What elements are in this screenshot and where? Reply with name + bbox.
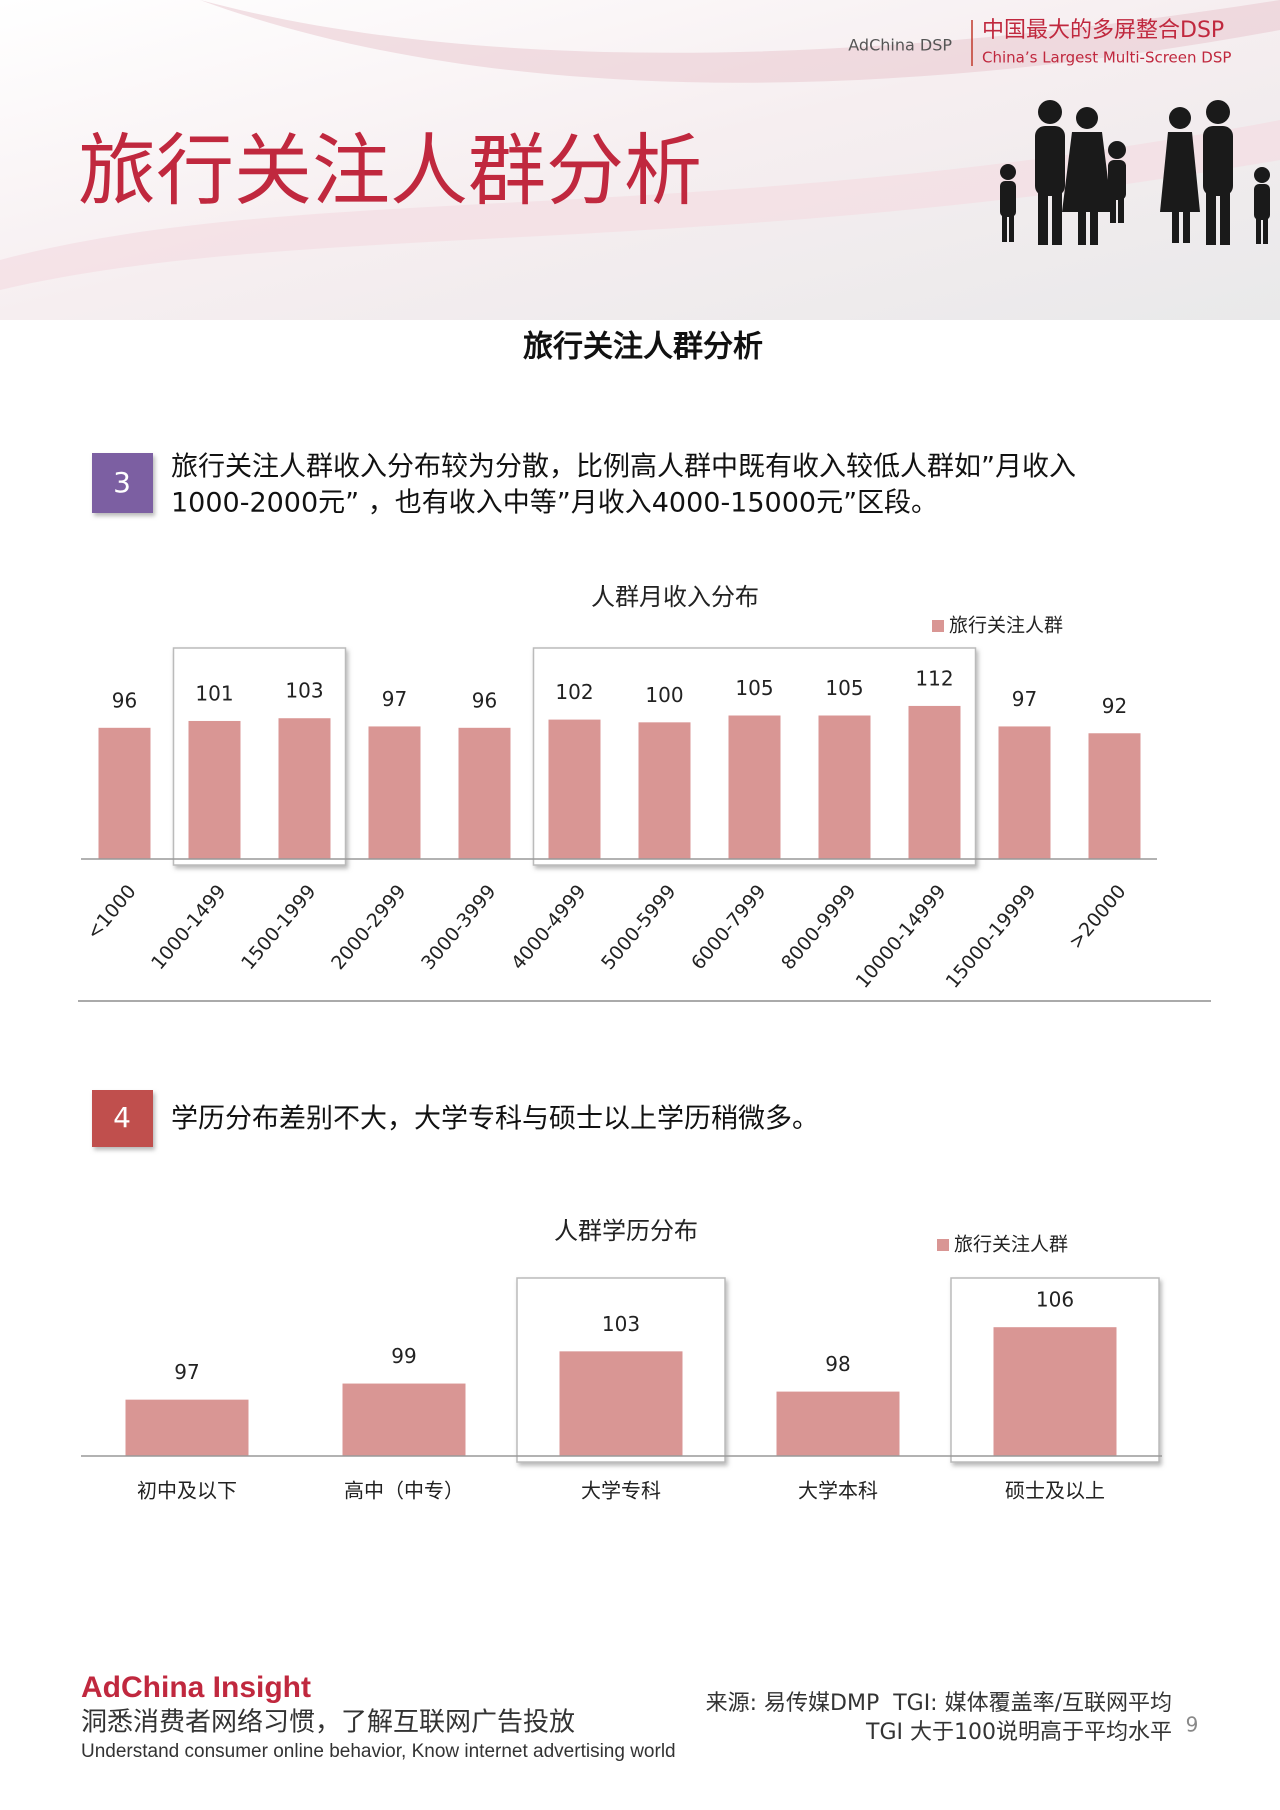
x-tick-label: 6000-7999 — [687, 881, 770, 974]
value-label: 105 — [825, 676, 863, 700]
bar — [818, 715, 871, 859]
x-tick-label: >20000 — [1065, 881, 1131, 954]
page-number: 9 — [1186, 1713, 1199, 1737]
x-tick-label: 1500-1999 — [237, 881, 320, 974]
header-brand: AdChina DSP — [848, 36, 952, 55]
value-label: 103 — [285, 679, 323, 703]
x-tick-label: 5000-5999 — [597, 881, 680, 974]
chart-title: 人群学历分布 — [554, 1217, 698, 1245]
footer-slogan-en: Understand consumer online behavior, Kno… — [81, 1741, 676, 1762]
x-tick-label: 10000-14999 — [852, 881, 951, 993]
x-tick-label: 15000-19999 — [942, 881, 1041, 993]
value-label: 100 — [645, 683, 683, 707]
x-tick-label: 大学本科 — [798, 1479, 878, 1503]
page-title: 旅行关注人群分析 — [78, 126, 702, 216]
bar — [638, 722, 691, 859]
bar — [368, 726, 421, 859]
chart-title: 人群月收入分布 — [591, 583, 759, 611]
legend-label: 旅行关注人群 — [949, 615, 1063, 637]
bar — [776, 1391, 900, 1456]
value-label: 106 — [1036, 1288, 1074, 1312]
value-label: 103 — [602, 1312, 640, 1336]
footer-brand: AdChina Insight — [81, 1671, 311, 1704]
bar — [559, 1351, 683, 1456]
x-tick-label: 高中（中专） — [344, 1479, 464, 1503]
header-slogan-en: China’s Largest Multi-Screen DSP — [982, 49, 1231, 67]
footer-slogan-cn: 洞悉消费者网络习惯，了解互联网广告投放 — [81, 1708, 575, 1738]
bar — [908, 705, 961, 859]
subtitle: 旅行关注人群分析 — [523, 330, 763, 365]
section-number: 3 — [113, 466, 131, 499]
value-label: 96 — [112, 688, 137, 712]
header-slogan-cn: 中国最大的多屏整合DSP — [982, 18, 1224, 43]
legend-swatch — [937, 1239, 949, 1251]
bar — [188, 720, 241, 859]
value-label: 101 — [195, 681, 233, 705]
bar — [98, 727, 151, 859]
bar — [998, 726, 1051, 859]
x-tick-label: <1000 — [82, 881, 140, 944]
section-badge — [92, 1090, 153, 1147]
value-label: 102 — [555, 680, 593, 704]
value-label: 105 — [735, 676, 773, 700]
x-tick-label: 初中及以下 — [137, 1479, 237, 1503]
bar — [125, 1399, 249, 1456]
bar — [993, 1327, 1117, 1456]
footer-source: TGI 大于100说明高于平均水平 — [865, 1720, 1172, 1745]
x-tick-label: 3000-3999 — [417, 881, 500, 974]
x-tick-label: 硕士及以上 — [1005, 1479, 1105, 1503]
bar — [278, 718, 331, 859]
bar — [1088, 733, 1141, 859]
header-swoosh — [0, 120, 1280, 290]
value-label: 96 — [472, 688, 497, 712]
bar — [342, 1383, 466, 1456]
value-label: 92 — [1102, 694, 1127, 718]
x-tick-label: 大学专科 — [581, 1479, 661, 1503]
legend-label: 旅行关注人群 — [954, 1234, 1068, 1256]
bar — [728, 715, 781, 859]
section-text: 1000-2000元” ，也有收入中等”月收入4000-15000元”区段。 — [171, 488, 938, 519]
silhouettes — [1000, 100, 1270, 245]
bar — [458, 727, 511, 859]
section-text: 学历分布差别不大，大学专科与硕士以上学历稍微多。 — [171, 1104, 819, 1135]
x-tick-label: 1000-1499 — [147, 881, 230, 974]
x-tick-label: 2000-2999 — [327, 881, 410, 974]
value-label: 97 — [174, 1360, 199, 1384]
value-label: 112 — [915, 666, 953, 690]
footer-source: 来源: 易传媒DMP TGI: 媒体覆盖率/互联网平均 — [706, 1691, 1172, 1716]
header-swoosh — [200, 0, 1280, 83]
x-tick-label: 8000-9999 — [777, 881, 860, 974]
value-label: 99 — [391, 1344, 416, 1368]
value-label: 97 — [1012, 687, 1037, 711]
bar — [548, 719, 601, 859]
value-label: 98 — [825, 1352, 850, 1376]
section-number: 4 — [113, 1101, 131, 1134]
value-label: 97 — [382, 687, 407, 711]
section-text: 旅行关注人群收入分布较为分散，比例高人群中既有收入较低人群如”月收入 — [171, 452, 1076, 483]
section-badge — [92, 453, 153, 513]
x-tick-label: 4000-4999 — [507, 881, 590, 974]
legend-swatch — [932, 620, 944, 632]
